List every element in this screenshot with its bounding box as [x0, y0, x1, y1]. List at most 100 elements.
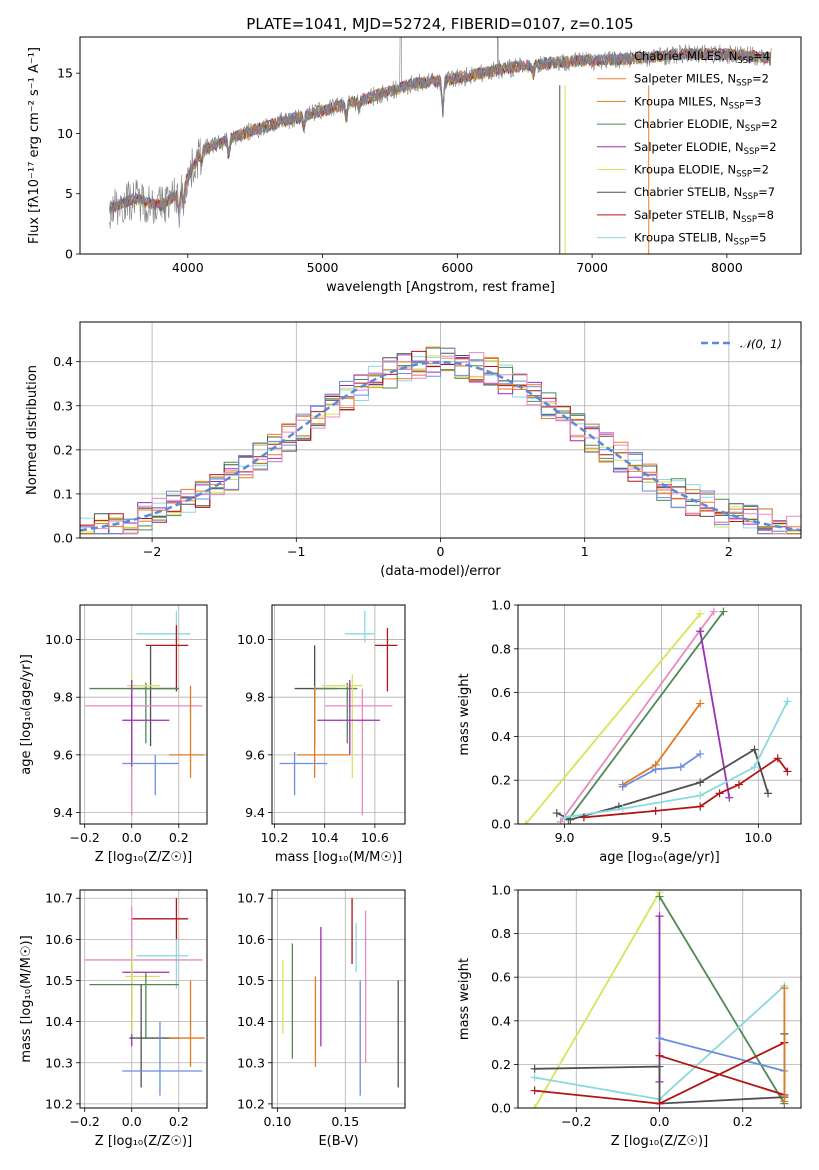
weight-marker — [618, 804, 627, 813]
panel-age-vs-mass: 10.2 10.4 10.6 9.4 9.6 9.8 10.0 mass [log₁₀(M/M… — [237, 604, 406, 865]
panel-spectrum: 4000 5000 6000 7000 8000 0 5 10 15 wavelength [An… — [27, 36, 802, 295]
weight-marker — [725, 793, 734, 802]
legend-label: Salpeter MILES, NSSP=2 — [634, 72, 769, 89]
plot-area-spectrum — [109, 37, 772, 254]
y-tick-label: 10.3 — [237, 1055, 265, 1070]
legend-subscript: SSP — [741, 215, 757, 225]
x-axis-label: age [log₁₀(age/yr)] — [599, 850, 720, 865]
axes-frame — [79, 604, 208, 825]
x-tick-label: −0.2 — [70, 830, 100, 845]
weight-marker — [764, 789, 773, 798]
weight-marker — [783, 697, 792, 706]
y-tick-label: 10.0 — [45, 632, 73, 647]
weight-marker — [552, 809, 561, 818]
weight-marker — [780, 984, 789, 993]
legend-subscript: SSP — [745, 124, 761, 134]
legend-subscript: SSP — [737, 56, 753, 66]
weight-marker — [715, 789, 724, 798]
plot-area-residual-histogram — [80, 346, 801, 535]
x-tick-label: 0.2 — [733, 1114, 753, 1129]
y-tick-label: 1.0 — [491, 598, 511, 613]
legend-value: =2 — [752, 163, 769, 177]
plot-area-age-vs-mass — [279, 610, 398, 816]
weight-marker — [579, 813, 588, 822]
y-tick-label: 10.3 — [45, 1055, 73, 1070]
x-tick-label: 4000 — [172, 260, 204, 275]
x-tick-label: 1 — [581, 544, 589, 559]
y-tick-label: 5 — [65, 186, 73, 201]
x-tick-label: 7000 — [576, 260, 608, 275]
weight-marker — [719, 607, 728, 616]
legend-label: Kroupa MILES, NSSP=3 — [634, 94, 761, 111]
x-tick-label: 0.2 — [169, 830, 189, 845]
weight-line — [564, 700, 789, 819]
weight-marker — [696, 699, 705, 708]
weight-marker — [530, 1104, 539, 1108]
x-tick-label: −0.2 — [70, 1114, 100, 1129]
y-tick-label: 9.6 — [245, 747, 265, 762]
weight-marker — [618, 782, 627, 791]
x-tick-label: 0.0 — [122, 1114, 142, 1129]
x-axis-label: mass [log₁₀(M/M☉)] — [275, 850, 402, 865]
x-axis-label: wavelength [Angstrom, rest frame] — [326, 280, 555, 295]
weight-line — [567, 611, 725, 821]
panel-mass-weight-vs-z: −0.2 0.0 0.2 0.0 0.2 0.4 0.6 0.8 1.0 Z [log₁₀(Z/Z… — [457, 883, 802, 1149]
x-tick-label: 10.0 — [744, 830, 772, 845]
x-tick-label: 10.6 — [361, 830, 389, 845]
axes-frame — [79, 321, 802, 539]
histogram-chabrier_miles — [80, 347, 801, 535]
y-axis-label: age [log₁₀(age/yr)] — [19, 654, 34, 775]
x-axis-label: (data-model)/error — [380, 564, 501, 579]
plot-area-mass-weight-vs-z — [530, 890, 789, 1108]
y-tick-label: 0.0 — [491, 817, 511, 832]
y-tick-label: 0.6 — [491, 685, 511, 700]
y-tick-label: 0.2 — [53, 442, 73, 457]
weight-line — [533, 891, 661, 1108]
x-tick-label: 0 — [437, 544, 445, 559]
weight-marker — [655, 1062, 664, 1071]
x-axis-label: Z [log₁₀(Z/Z☉)] — [611, 1134, 708, 1149]
y-tick-label: 0.8 — [491, 641, 511, 656]
y-tick-label: 10.0 — [237, 632, 265, 647]
weight-marker — [750, 763, 759, 772]
panel-age-vs-z: −0.2 0.0 0.2 9.4 9.6 9.8 10.0 Z [log₁₀(Z/Z☉)] ag… — [19, 604, 208, 865]
weight-marker — [696, 609, 705, 618]
figure-title: PLATE=1041, MJD=52724, FIBERID=0107, z=0… — [246, 15, 633, 33]
x-tick-label: 0.15 — [331, 1114, 359, 1129]
y-tick-label: 1.0 — [491, 883, 511, 898]
y-tick-label: 10 — [57, 126, 73, 141]
legend-subscript: SSP — [729, 101, 745, 111]
x-tick-label: −2 — [143, 544, 161, 559]
y-tick-label: 10.2 — [45, 1096, 73, 1111]
weight-marker — [655, 1051, 664, 1060]
weight-line — [556, 748, 769, 821]
y-tick-label: 10.4 — [45, 1014, 73, 1029]
panel-mass-vs-ebv: 0.10 0.15 10.2 10.3 10.4 10.5 10.6 10.7 E(B-V) — [237, 889, 406, 1149]
weight-marker — [651, 806, 660, 815]
legend-value: =5 — [749, 231, 766, 245]
weight-marker — [521, 820, 530, 824]
y-tick-label: 9.8 — [53, 690, 73, 705]
x-tick-label: −1 — [287, 544, 305, 559]
legend-label: Salpeter ELODIE, NSSP=2 — [634, 140, 777, 157]
y-tick-label: 10.5 — [237, 973, 265, 988]
model-spectrum-salpeter_stelib — [109, 47, 771, 212]
y-tick-label: 10.6 — [237, 932, 265, 947]
weight-marker — [655, 1034, 664, 1043]
panel-residual-histogram: −2 −1 0 1 2 0.0 0.1 0.2 0.3 0.4 (data-model)/error… — [25, 321, 802, 579]
x-tick-label: 0.2 — [169, 1114, 189, 1129]
plot-area-mass-weight-vs-age — [521, 607, 792, 824]
weight-line — [699, 631, 731, 798]
x-tick-label: 9.0 — [555, 830, 575, 845]
axes-frame — [271, 604, 406, 825]
x-tick-label: 2 — [725, 544, 733, 559]
x-tick-label: 0.0 — [650, 1114, 670, 1129]
y-tick-label: 0.2 — [491, 773, 511, 788]
axes-frame — [517, 604, 802, 825]
y-tick-label: 9.6 — [53, 747, 73, 762]
x-tick-label: 9.5 — [651, 830, 671, 845]
plot-area-mass-vs-z — [84, 898, 205, 1096]
y-tick-label: 10.2 — [237, 1096, 265, 1111]
y-tick-label: 10.4 — [237, 1014, 265, 1029]
